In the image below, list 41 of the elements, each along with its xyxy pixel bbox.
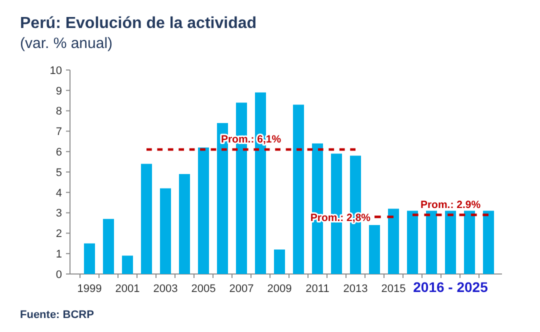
- source-note: Fuente: BCRP: [20, 309, 94, 321]
- bar: [140, 164, 152, 274]
- x-tick-label: 2001: [115, 283, 140, 295]
- x-tick-label: 2005: [191, 283, 216, 295]
- y-tick-label: 9: [56, 85, 62, 98]
- y-tick-label: 7: [56, 126, 62, 138]
- chart-subtitle: (var. % anual): [20, 35, 113, 52]
- y-tick-label: 0: [56, 268, 62, 281]
- chart-title: Perú: Evolución de la actividad: [20, 15, 257, 32]
- bar: [444, 210, 456, 274]
- bar: [274, 250, 286, 274]
- x-tick-label: 2007: [229, 283, 254, 295]
- bar: [464, 210, 476, 274]
- y-tick-label: 5: [56, 166, 62, 179]
- bar: [102, 218, 114, 274]
- bar: [292, 104, 304, 274]
- bar: [178, 174, 190, 274]
- bar: [368, 225, 380, 274]
- x-tick-label: 2013: [343, 283, 368, 295]
- x-tick-label: 2011: [306, 283, 330, 295]
- x-tick-label: 2009: [267, 283, 292, 295]
- y-tick-label: 8: [56, 106, 62, 118]
- bar: [122, 256, 134, 274]
- y-tick-label: 6: [56, 146, 62, 158]
- bar: [483, 210, 494, 274]
- x-tick-label: 1999: [77, 283, 102, 295]
- bar: [426, 210, 438, 274]
- y-tick-label: 1: [56, 248, 62, 260]
- bar: [84, 243, 95, 274]
- x-tick-label: 2003: [153, 283, 178, 295]
- bar: [198, 148, 210, 274]
- series-label: Prom.: 2.9%: [420, 198, 482, 211]
- bar: [406, 210, 418, 274]
- y-tick-label: 10: [50, 64, 62, 77]
- x-tick-label: 2015: [381, 283, 406, 295]
- y-tick-label: 3: [56, 208, 62, 220]
- y-tick-label: 2: [56, 228, 62, 240]
- bar: [388, 208, 400, 274]
- bar: [160, 188, 172, 274]
- y-tick-label: 4: [56, 187, 62, 200]
- x-tick-label: 2016 - 2025: [413, 279, 488, 295]
